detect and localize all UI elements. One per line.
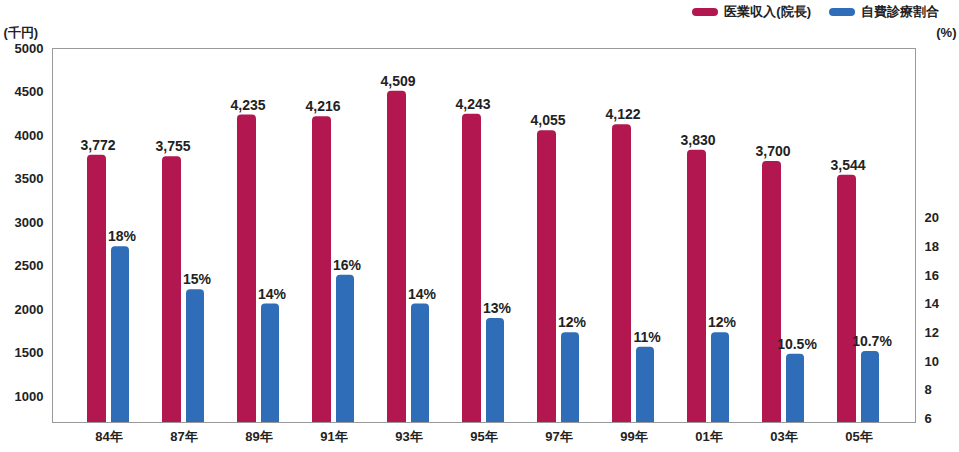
html-text:医業収入(院長): 医業収入(院長) [724,4,811,19]
svg-text:2500: 2500 [15,258,44,273]
svg-text:87年: 87年 [170,429,197,444]
svg-text:13%: 13% [483,300,512,316]
svg-text:4,509: 4,509 [380,73,415,89]
svg-text:(千円): (千円) [4,25,39,40]
svg-text:4500: 4500 [15,84,44,99]
svg-text:3,830: 3,830 [680,132,715,148]
svg-text:3,700: 3,700 [755,143,790,159]
svg-text:05年: 05年 [845,429,872,444]
svg-text:10: 10 [925,354,939,369]
svg-text:4,216: 4,216 [305,98,340,114]
svg-text:14%: 14% [408,286,437,302]
svg-text:12%: 12% [708,314,737,330]
svg-text:14%: 14% [258,286,287,302]
svg-text:03年: 03年 [770,429,797,444]
svg-text:12%: 12% [558,314,587,330]
svg-text:11%: 11% [633,329,661,345]
svg-text:20: 20 [925,210,939,225]
svg-text:89年: 89年 [245,429,272,444]
svg-text:15%: 15% [183,271,212,287]
svg-text:95年: 95年 [470,429,497,444]
svg-text:10.7%: 10.7% [852,333,892,349]
svg-text:1500: 1500 [15,345,44,360]
svg-text:4000: 4000 [15,128,44,143]
svg-text:3000: 3000 [15,215,44,230]
svg-text:3,544: 3,544 [830,157,865,173]
svg-text:01年: 01年 [695,429,722,444]
svg-text:16: 16 [925,268,939,283]
svg-text:4,243: 4,243 [455,96,490,112]
svg-text:4,055: 4,055 [530,112,565,128]
svg-text:93年: 93年 [395,429,422,444]
svg-text:18%: 18% [108,228,137,244]
svg-text:3,755: 3,755 [155,138,190,154]
svg-text:91年: 91年 [320,429,347,444]
svg-text:14: 14 [925,296,940,311]
svg-text:3,772: 3,772 [80,137,115,153]
svg-text:18: 18 [925,239,939,254]
svg-text:16%: 16% [333,257,362,273]
svg-text:8: 8 [925,382,932,397]
svg-text:97年: 97年 [545,429,572,444]
svg-text:10.5%: 10.5% [777,336,817,352]
html-text:自費診療割合: 自費診療割合 [861,4,939,19]
svg-text:4,122: 4,122 [605,106,640,122]
svg-text:2000: 2000 [15,302,44,317]
svg-text:6: 6 [925,411,932,426]
svg-text:4,235: 4,235 [230,97,265,113]
svg-text:99年: 99年 [620,429,647,444]
svg-text:12: 12 [925,325,939,340]
svg-text:3500: 3500 [15,171,44,186]
svg-text:5000: 5000 [15,41,44,56]
svg-text:1000: 1000 [15,389,44,404]
svg-text:(%): (%) [936,25,956,40]
svg-text:84年: 84年 [95,429,122,444]
